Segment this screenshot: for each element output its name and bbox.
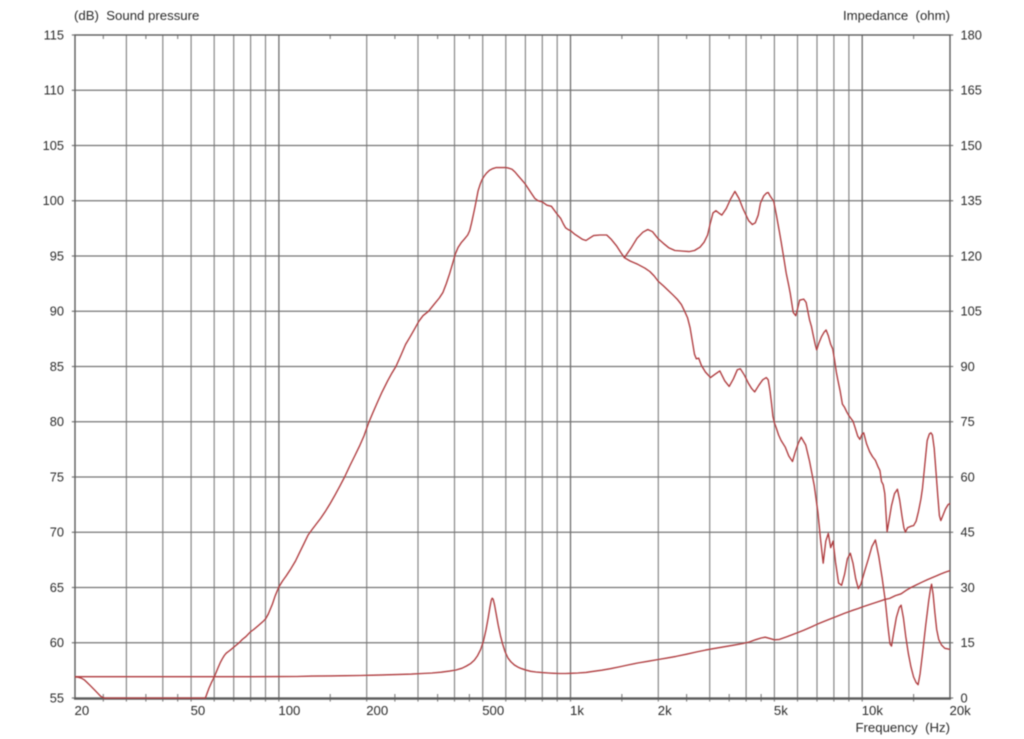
- svg-text:120: 120: [961, 248, 982, 263]
- svg-text:115: 115: [44, 27, 64, 42]
- svg-text:180: 180: [961, 27, 982, 42]
- svg-text:(dB) Sound pressure: (dB) Sound pressure: [74, 8, 199, 23]
- svg-text:200: 200: [366, 703, 388, 718]
- svg-text:2k: 2k: [658, 703, 672, 718]
- svg-text:135: 135: [961, 193, 982, 208]
- svg-text:100: 100: [43, 193, 64, 208]
- svg-text:105: 105: [43, 138, 64, 153]
- svg-text:90: 90: [961, 359, 975, 374]
- svg-text:165: 165: [961, 83, 982, 98]
- svg-text:30: 30: [961, 580, 975, 595]
- svg-text:Frequency (Hz): Frequency (Hz): [855, 720, 950, 735]
- svg-text:65: 65: [50, 580, 64, 595]
- svg-text:500: 500: [482, 703, 504, 718]
- svg-text:45: 45: [961, 525, 975, 540]
- svg-text:105: 105: [961, 304, 982, 319]
- svg-text:90: 90: [50, 304, 64, 319]
- svg-text:75: 75: [961, 414, 975, 429]
- svg-text:80: 80: [50, 414, 64, 429]
- svg-text:60: 60: [50, 635, 64, 650]
- svg-text:150: 150: [961, 138, 982, 153]
- svg-text:110: 110: [44, 83, 64, 98]
- svg-text:70: 70: [50, 525, 64, 540]
- svg-text:50: 50: [191, 703, 206, 718]
- svg-text:85: 85: [50, 359, 64, 374]
- svg-text:100: 100: [278, 703, 300, 718]
- svg-text:5k: 5k: [774, 703, 788, 718]
- svg-text:10k: 10k: [862, 703, 884, 718]
- svg-text:20: 20: [75, 703, 90, 718]
- svg-text:0: 0: [961, 690, 968, 705]
- svg-text:15: 15: [961, 635, 975, 650]
- svg-text:75: 75: [50, 469, 64, 484]
- svg-text:60: 60: [961, 469, 975, 484]
- svg-text:95: 95: [50, 248, 64, 263]
- svg-text:20k: 20k: [950, 703, 972, 718]
- svg-text:1k: 1k: [570, 703, 584, 718]
- svg-text:Impedance (ohm): Impedance (ohm): [843, 8, 950, 23]
- svg-text:55: 55: [50, 690, 64, 705]
